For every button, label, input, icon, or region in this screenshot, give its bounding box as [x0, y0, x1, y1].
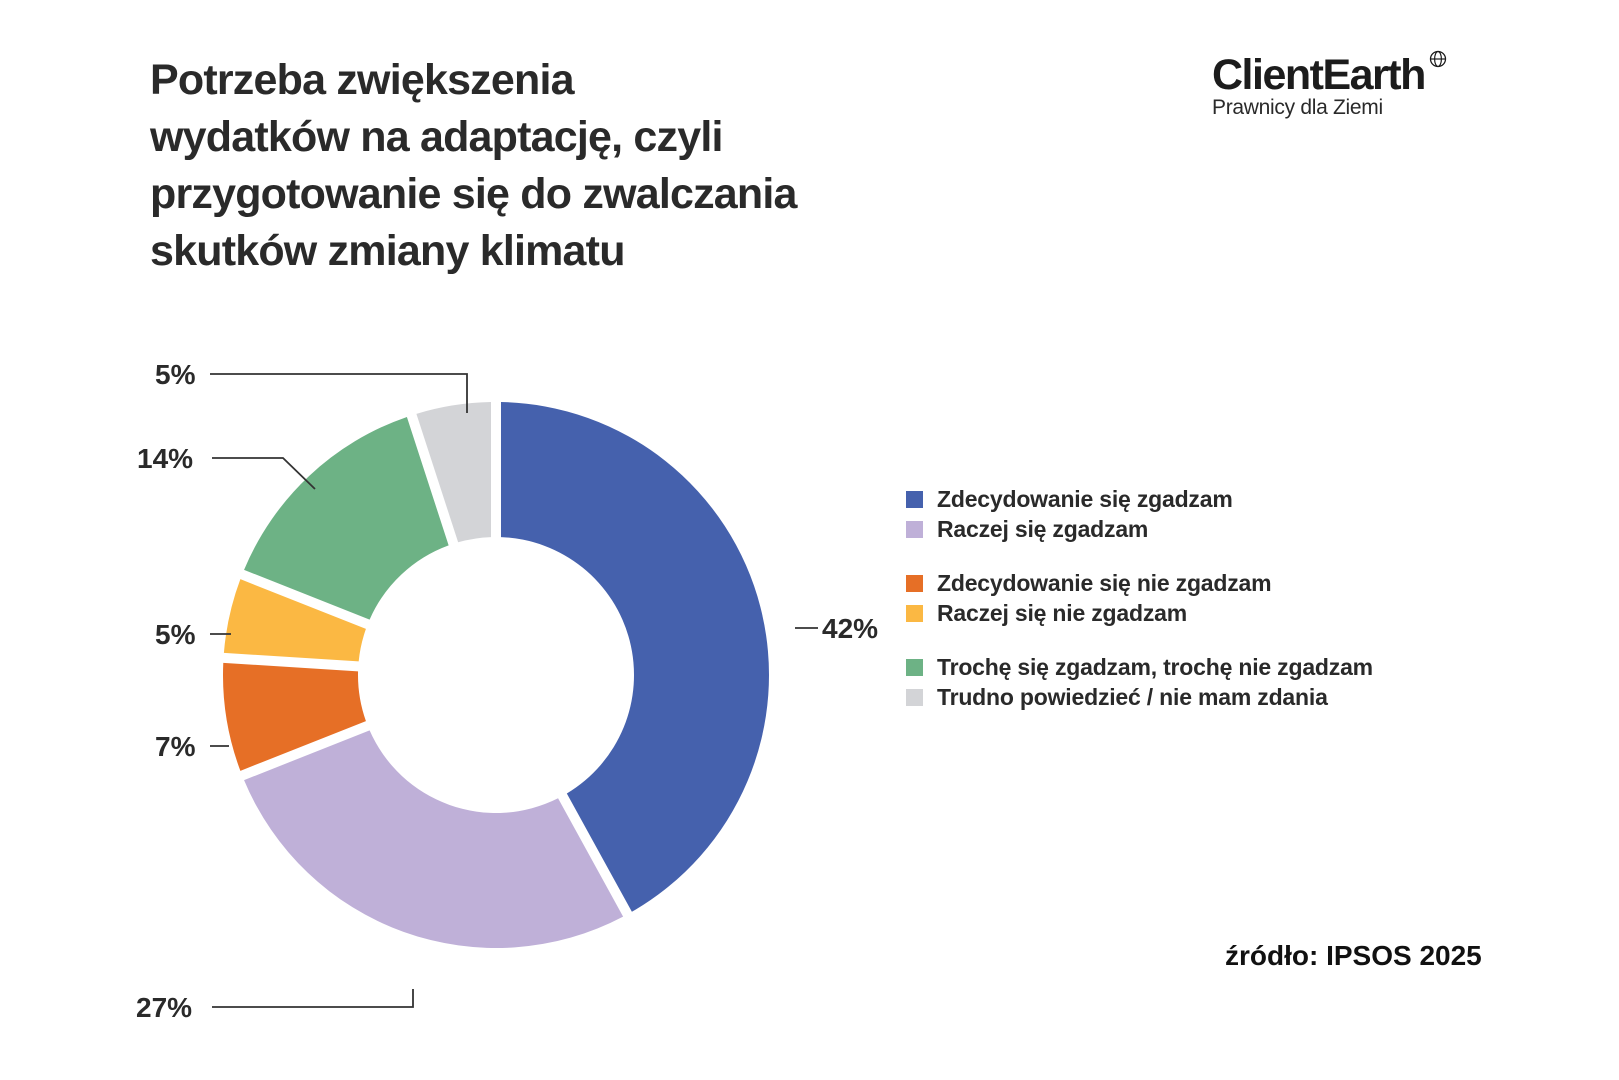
donut-slice-5 — [244, 416, 449, 620]
legend-swatch — [906, 574, 923, 592]
label-7: 7% — [155, 731, 196, 762]
label-42: 42% — [822, 613, 878, 644]
donut-slice-3 — [223, 662, 366, 771]
donut-slice-1 — [500, 402, 770, 912]
donut-slices — [223, 402, 770, 948]
label-5-grey: 5% — [155, 359, 196, 390]
clientearth-logo: ClientEarth Prawnicy dla Ziemi — [1212, 50, 1447, 120]
legend-item: Zdecydowanie się zgadzam — [906, 484, 1373, 514]
leader-lines — [210, 373, 818, 1008]
leader-line-27 — [212, 989, 414, 1008]
logo-tagline: Prawnicy dla Ziemi — [1212, 96, 1383, 119]
source-note: źródło: IPSOS 2025 — [1225, 940, 1482, 971]
label-27: 27% — [136, 992, 192, 1023]
title-line: skutków zmiany klimatu — [150, 227, 625, 275]
legend-swatch — [906, 604, 923, 622]
title-line: przygotowanie się do zwalczania — [150, 170, 797, 218]
logo-wordmark: ClientEarth — [1212, 51, 1426, 99]
title-line: wydatków na adaptację, czyli — [150, 113, 723, 161]
legend-group-disagree: Zdecydowanie się nie zgadzam Raczej się … — [906, 568, 1373, 628]
legend-swatch — [906, 520, 923, 538]
legend-item: Trochę się zgadzam, trochę nie zgadzam — [906, 652, 1373, 682]
donut-slice-6 — [416, 402, 492, 543]
legend-swatch — [906, 490, 923, 508]
legend-item: Raczej się zgadzam — [906, 514, 1373, 544]
donut-slice-2 — [244, 730, 624, 948]
globe-icon — [1429, 50, 1447, 68]
legend-swatch — [906, 688, 923, 706]
donut-slice-4 — [223, 579, 366, 662]
label-5-yellow: 5% — [155, 619, 196, 650]
legend-item: Zdecydowanie się nie zgadzam — [906, 568, 1373, 598]
legend-item: Raczej się nie zgadzam — [906, 598, 1373, 628]
legend-group-agree: Zdecydowanie się zgadzam Raczej się zgad… — [906, 484, 1373, 544]
chart-legend: Zdecydowanie się zgadzam Raczej się zgad… — [906, 484, 1373, 736]
leader-line-5-grey — [210, 373, 468, 413]
title-line: Potrzeba zwiększenia — [150, 56, 575, 104]
leader-line-14 — [212, 457, 316, 490]
label-14: 14% — [137, 443, 193, 474]
percent-labels: 42% 27% 7% 5% 14% 5% — [136, 359, 878, 1023]
legend-group-neutral: Trochę się zgadzam, trochę nie zgadzam T… — [906, 652, 1373, 712]
chart-title: Potrzeba zwiększenia wydatków na adaptac… — [150, 52, 910, 280]
legend-item: Trudno powiedzieć / nie mam zdania — [906, 682, 1373, 712]
legend-swatch — [906, 658, 923, 676]
